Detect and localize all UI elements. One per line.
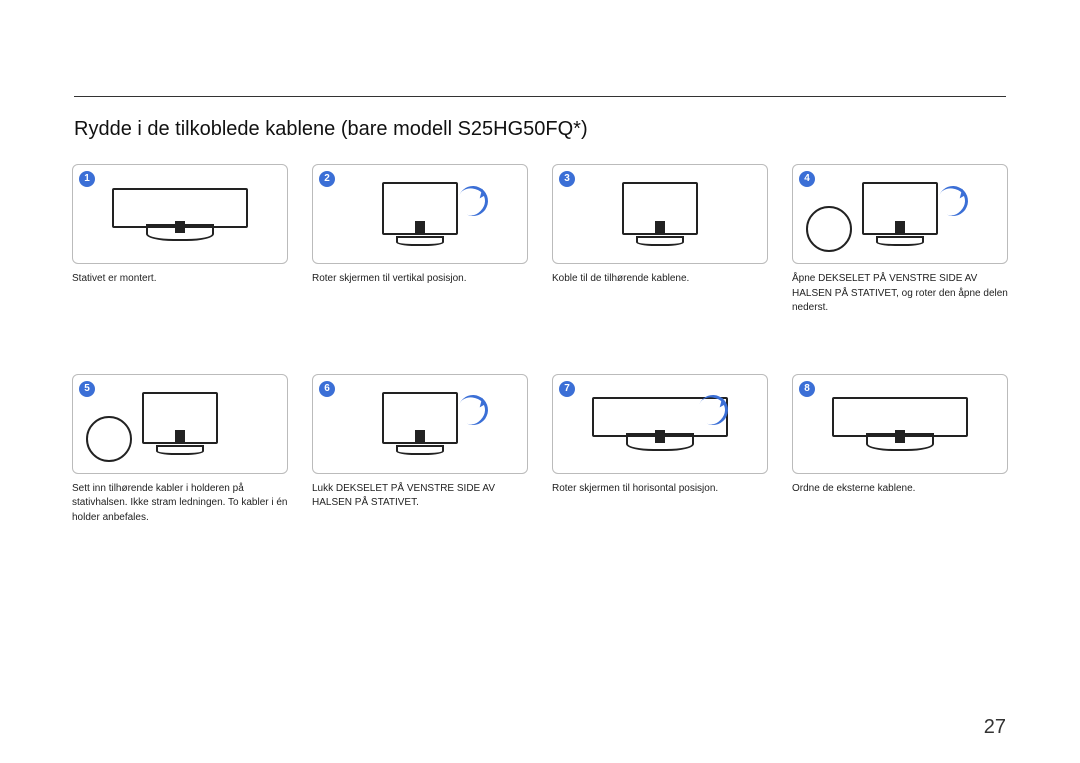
step-4: 4 Åpne DEKSELET PÅ VENSTRE SIDE AV HALSEN…: [792, 164, 1008, 316]
step-number-badge: 5: [79, 381, 95, 397]
step-number-badge: 7: [559, 381, 575, 397]
step-number-badge: 2: [319, 171, 335, 187]
step-caption: Koble til de tilhørende kablene.: [552, 272, 768, 287]
step-5: 5 Sett inn tilhørende kabler i holderen p…: [72, 374, 288, 526]
horizontal-rule: [74, 96, 1006, 97]
monitor-neck: [895, 221, 905, 233]
monitor-illustration: [94, 389, 265, 458]
rotate-arrow-icon: [453, 390, 493, 430]
step-caption: Stativet er montert.: [72, 272, 288, 287]
monitor-neck: [175, 430, 185, 442]
monitor-illustration: [814, 389, 985, 458]
step-1: 1 Stativet er montert.: [72, 164, 288, 316]
step-number-badge: 4: [799, 171, 815, 187]
step-number-badge: 3: [559, 171, 575, 187]
monitor-stand: [866, 433, 935, 451]
step-number-badge: 1: [79, 171, 95, 187]
step-illustration: 4: [792, 164, 1008, 264]
monitor-illustration: [574, 389, 745, 458]
monitor-illustration: [574, 180, 745, 249]
monitor-neck: [415, 221, 425, 233]
step-7: 7 Roter skjermen til horisontal posisjon.: [552, 374, 768, 526]
monitor-stand: [626, 433, 695, 451]
step-caption: Roter skjermen til horisontal posisjon.: [552, 482, 768, 497]
detail-callout-icon: [806, 206, 852, 252]
rotate-arrow-icon: [933, 181, 973, 221]
monitor-stand: [396, 445, 444, 455]
step-illustration: 3: [552, 164, 768, 264]
monitor-stand: [396, 236, 444, 246]
monitor-stand: [156, 445, 204, 455]
monitor-illustration: [334, 389, 505, 458]
rotate-arrow-icon: [453, 181, 493, 221]
step-illustration: 1: [72, 164, 288, 264]
step-illustration: 2: [312, 164, 528, 264]
step-illustration: 7: [552, 374, 768, 474]
step-illustration: 5: [72, 374, 288, 474]
page-number: 27: [984, 716, 1006, 739]
step-2: 2 Roter skjermen til vertikal posisjon.: [312, 164, 528, 316]
step-illustration: 6: [312, 374, 528, 474]
monitor-stand: [636, 236, 684, 246]
steps-grid: 1 Stativet er montert. 2 Roter skjermen til…: [72, 164, 1008, 525]
step-number-badge: 6: [319, 381, 335, 397]
page-title: Rydde i de tilkoblede kablene (bare mode…: [74, 118, 588, 141]
monitor-illustration: [334, 180, 505, 249]
step-6: 6 Lukk DEKSELET PÅ VENSTRE SIDE AV HALSEN…: [312, 374, 528, 526]
step-caption: Ordne de eksterne kablene.: [792, 482, 1008, 497]
monitor-neck: [655, 221, 665, 233]
detail-callout-icon: [86, 416, 132, 462]
monitor-illustration: [814, 180, 985, 249]
step-caption: Roter skjermen til vertikal posisjon.: [312, 272, 528, 287]
monitor-illustration: [94, 180, 265, 249]
step-caption: Sett inn tilhørende kabler i holderen på…: [72, 482, 288, 526]
step-8: 8 Ordne de eksterne kablene.: [792, 374, 1008, 526]
step-caption: Åpne DEKSELET PÅ VENSTRE SIDE AV HALSEN …: [792, 272, 1008, 316]
step-3: 3 Koble til de tilhørende kablene.: [552, 164, 768, 316]
step-number-badge: 8: [799, 381, 815, 397]
monitor-neck: [415, 430, 425, 442]
monitor-stand: [146, 224, 215, 242]
step-illustration: 8: [792, 374, 1008, 474]
step-caption: Lukk DEKSELET PÅ VENSTRE SIDE AV HALSEN …: [312, 482, 528, 511]
monitor-stand: [876, 236, 924, 246]
